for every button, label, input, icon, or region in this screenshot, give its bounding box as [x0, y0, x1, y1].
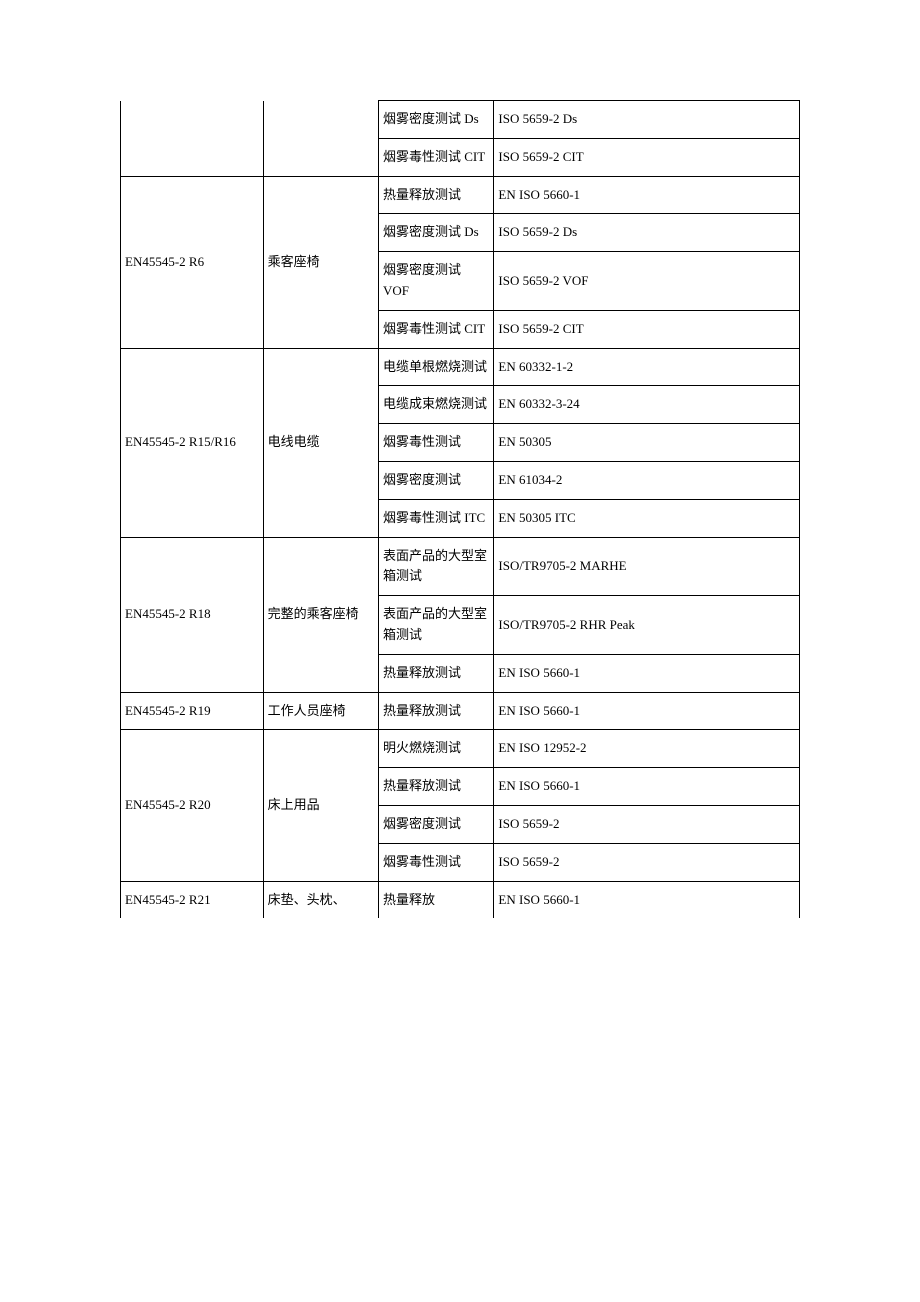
cell-test: 烟雾密度测试 Ds: [379, 101, 494, 139]
cell-product: 电线电缆: [263, 348, 378, 537]
cell-product: [263, 101, 378, 177]
cell-test: 烟雾毒性测试 CIT: [379, 138, 494, 176]
table-row: EN45545-2 R15/R16 电线电缆 电缆单根燃烧测试 EN 60332…: [121, 348, 800, 386]
cell-method: ISO 5659-2: [494, 843, 800, 881]
cell-test: 明火燃烧测试: [379, 730, 494, 768]
cell-test: 烟雾毒性测试 CIT: [379, 310, 494, 348]
cell-standard: EN45545-2 R18: [121, 537, 264, 692]
cell-test: 表面产品的大型室箱测试: [379, 537, 494, 596]
table-row: EN45545-2 R20 床上用品 明火燃烧测试 EN ISO 12952-2: [121, 730, 800, 768]
cell-method: EN 50305: [494, 424, 800, 462]
cell-product: 床上用品: [263, 730, 378, 881]
cell-test: 热量释放测试: [379, 654, 494, 692]
cell-test: 电缆成束燃烧测试: [379, 386, 494, 424]
cell-method: ISO 5659-2 CIT: [494, 310, 800, 348]
cell-method: EN ISO 5660-1: [494, 692, 800, 730]
cell-test: 热量释放测试: [379, 768, 494, 806]
cell-test: 烟雾密度测试: [379, 805, 494, 843]
cell-method: EN 50305 ITC: [494, 499, 800, 537]
cell-product: 完整的乘客座椅: [263, 537, 378, 692]
cell-method: EN ISO 5660-1: [494, 654, 800, 692]
cell-test: 热量释放测试: [379, 176, 494, 214]
cell-method: EN 60332-1-2: [494, 348, 800, 386]
cell-standard: EN45545-2 R20: [121, 730, 264, 881]
cell-test: 热量释放: [379, 881, 494, 918]
cell-method: EN ISO 5660-1: [494, 881, 800, 918]
cell-method: EN ISO 5660-1: [494, 176, 800, 214]
cell-method: EN ISO 12952-2: [494, 730, 800, 768]
cell-method: ISO/TR9705-2 RHR Peak: [494, 596, 800, 655]
table-row: EN45545-2 R21 床垫、头枕、 热量释放 EN ISO 5660-1: [121, 881, 800, 918]
cell-standard: EN45545-2 R6: [121, 176, 264, 348]
cell-method: ISO 5659-2: [494, 805, 800, 843]
cell-method: ISO 5659-2 Ds: [494, 214, 800, 252]
cell-standard: EN45545-2 R19: [121, 692, 264, 730]
table-body: 烟雾密度测试 Ds ISO 5659-2 Ds 烟雾毒性测试 CIT ISO 5…: [121, 101, 800, 919]
cell-product: 床垫、头枕、: [263, 881, 378, 918]
cell-test: 烟雾毒性测试: [379, 843, 494, 881]
cell-test: 烟雾毒性测试: [379, 424, 494, 462]
cell-method: EN ISO 5660-1: [494, 768, 800, 806]
cell-test: 热量释放测试: [379, 692, 494, 730]
table-row: 烟雾密度测试 Ds ISO 5659-2 Ds: [121, 101, 800, 139]
cell-standard: EN45545-2 R15/R16: [121, 348, 264, 537]
cell-method: ISO 5659-2 VOF: [494, 252, 800, 311]
cell-test: 烟雾密度测试 Ds: [379, 214, 494, 252]
cell-method: ISO 5659-2 CIT: [494, 138, 800, 176]
cell-test: 烟雾密度测试: [379, 461, 494, 499]
cell-method: EN 60332-3-24: [494, 386, 800, 424]
cell-standard: [121, 101, 264, 177]
table-row: EN45545-2 R6 乘客座椅 热量释放测试 EN ISO 5660-1: [121, 176, 800, 214]
standards-table: 烟雾密度测试 Ds ISO 5659-2 Ds 烟雾毒性测试 CIT ISO 5…: [120, 100, 800, 918]
cell-test: 表面产品的大型室箱测试: [379, 596, 494, 655]
cell-standard: EN45545-2 R21: [121, 881, 264, 918]
cell-product: 工作人员座椅: [263, 692, 378, 730]
cell-product: 乘客座椅: [263, 176, 378, 348]
cell-test: 烟雾毒性测试 ITC: [379, 499, 494, 537]
cell-method: EN 61034-2: [494, 461, 800, 499]
cell-test: 烟雾密度测试 VOF: [379, 252, 494, 311]
cell-method: ISO/TR9705-2 MARHE: [494, 537, 800, 596]
cell-method: ISO 5659-2 Ds: [494, 101, 800, 139]
table-row: EN45545-2 R18 完整的乘客座椅 表面产品的大型室箱测试 ISO/TR…: [121, 537, 800, 596]
table-row: EN45545-2 R19 工作人员座椅 热量释放测试 EN ISO 5660-…: [121, 692, 800, 730]
cell-test: 电缆单根燃烧测试: [379, 348, 494, 386]
